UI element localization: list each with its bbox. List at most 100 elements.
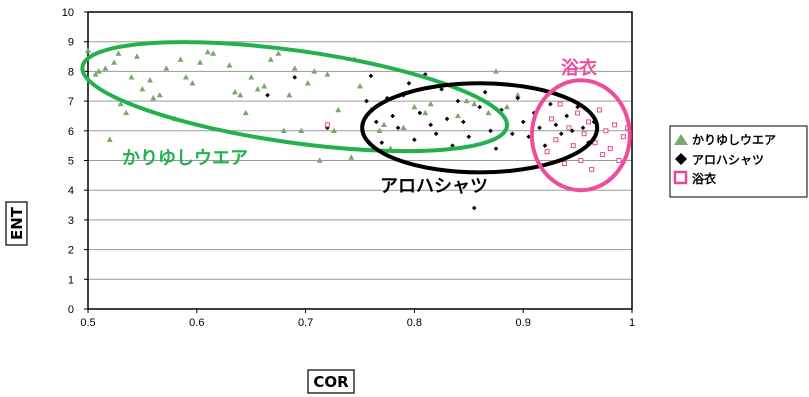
data-point-kariyushi <box>115 50 122 56</box>
y-tick-label: 10 <box>62 7 74 19</box>
data-point-yukata <box>575 110 581 116</box>
data-point-kariyushi <box>267 56 274 62</box>
gridlines <box>88 41 632 280</box>
cluster-label: 浴衣 <box>561 57 597 79</box>
data-point-aloha <box>482 89 488 95</box>
data-point-kariyushi <box>128 74 135 80</box>
data-point-kariyushi <box>427 100 434 107</box>
legend-label-aloha: アロハシャツ <box>692 153 764 167</box>
x-axis-label: COR <box>313 373 349 391</box>
data-point-kariyushi <box>242 109 249 116</box>
data-point-kariyushi <box>231 88 238 95</box>
data-point-kariyushi <box>133 53 140 59</box>
data-point-aloha <box>542 143 548 148</box>
y-tick-label: 2 <box>68 245 74 257</box>
y-tick-label: 4 <box>68 185 74 197</box>
data-point-kariyushi <box>85 47 91 53</box>
data-point-aloha <box>520 119 526 125</box>
legend-diamond-marker <box>675 153 687 165</box>
data-point-kariyushi <box>376 127 383 133</box>
cluster-ellipse <box>360 81 600 175</box>
data-point-aloha <box>428 122 434 128</box>
data-point-yukata <box>570 143 576 149</box>
data-point-kariyushi <box>189 80 196 86</box>
data-point-aloha <box>510 131 515 137</box>
data-point-aloha <box>292 75 298 80</box>
data-point-aloha <box>390 113 395 119</box>
data-point-kariyushi <box>210 50 217 56</box>
data-point-aloha <box>417 110 423 116</box>
data-point-kariyushi <box>485 109 492 116</box>
data-point-kariyushi <box>226 62 233 68</box>
legend-item-yukata: 浴衣 <box>673 170 716 186</box>
data-point-kariyushi <box>254 86 261 92</box>
data-point-kariyushi <box>163 65 170 71</box>
y-tick-label: 7 <box>68 96 74 108</box>
data-point-kariyushi <box>139 86 146 92</box>
legend-square-marker <box>673 170 688 185</box>
data-point-kariyushi <box>298 127 305 133</box>
data-point-aloha <box>395 125 401 131</box>
data-point-aloha <box>364 98 369 104</box>
data-point-aloha <box>412 137 417 143</box>
data-point-aloha <box>379 140 385 145</box>
data-point-aloha <box>515 95 521 101</box>
legend: かりゆしウエア アロハシャツ 浴衣 <box>669 125 808 198</box>
data-point-kariyushi <box>330 127 337 133</box>
data-point-kariyushi <box>111 59 118 65</box>
data-point-aloha <box>455 98 461 104</box>
data-point-yukata <box>566 125 572 131</box>
data-point-kariyushi <box>422 109 429 116</box>
legend-item-kariyushi: かりゆしウエア <box>674 133 776 147</box>
y-axis-label: ENT <box>8 206 26 240</box>
x-tick-label: 0.9 <box>516 317 531 329</box>
cluster-label: アロハシャツ <box>380 176 488 197</box>
data-point-kariyushi <box>182 74 189 80</box>
data-point-aloha <box>580 125 586 131</box>
data-point-aloha <box>493 146 499 151</box>
y-tick-label: 9 <box>68 37 74 49</box>
data-point-aloha <box>564 113 570 119</box>
data-point-aloha <box>374 119 379 125</box>
data-point-aloha <box>450 143 455 148</box>
data-point-aloha <box>558 131 564 137</box>
data-point-aloha <box>461 119 466 125</box>
data-point-yukata <box>616 158 622 163</box>
data-point-aloha <box>526 134 531 140</box>
legend-triangle-marker <box>674 134 688 145</box>
data-point-kariyushi <box>150 94 157 101</box>
data-point-kariyushi <box>92 71 99 77</box>
data-point-yukata <box>612 122 618 128</box>
data-point-kariyushi <box>147 77 154 83</box>
data-point-kariyushi <box>237 91 244 98</box>
data-point-kariyushi <box>291 65 298 71</box>
data-point-yukata <box>603 128 609 134</box>
data-point-yukata <box>324 122 330 128</box>
data-point-kariyushi <box>197 59 204 65</box>
data-point-kariyushi <box>400 124 407 131</box>
data-point-kariyushi <box>280 127 287 133</box>
data-point-kariyushi <box>275 50 282 56</box>
x-tick-label: 1 <box>629 317 635 329</box>
data-point-kariyushi <box>261 83 268 89</box>
data-point-kariyushi <box>123 109 130 116</box>
data-point-kariyushi <box>454 112 461 119</box>
legend-label-yukata: 浴衣 <box>692 171 716 186</box>
x-axis-label-box: COR <box>307 369 355 394</box>
legend-label-kariyushi: かりゆしウエア <box>692 133 776 147</box>
data-point-kariyushi <box>304 80 311 86</box>
y-tick-label: 1 <box>68 274 74 286</box>
data-points <box>85 47 631 211</box>
y-axis-ticks: 0 1 2 3 4 5 6 7 8 9 10 <box>62 7 88 316</box>
legend-item-aloha: アロハシャツ <box>675 153 764 167</box>
data-point-kariyushi <box>471 100 478 107</box>
data-point-aloha <box>406 80 412 86</box>
data-point-aloha <box>537 125 542 131</box>
data-point-kariyushi <box>311 68 318 74</box>
data-point-yukata <box>548 116 554 122</box>
data-point-yukata <box>578 158 584 163</box>
y-tick-label: 6 <box>68 126 74 138</box>
data-point-kariyushi <box>380 121 387 128</box>
data-point-yukata <box>562 160 568 166</box>
